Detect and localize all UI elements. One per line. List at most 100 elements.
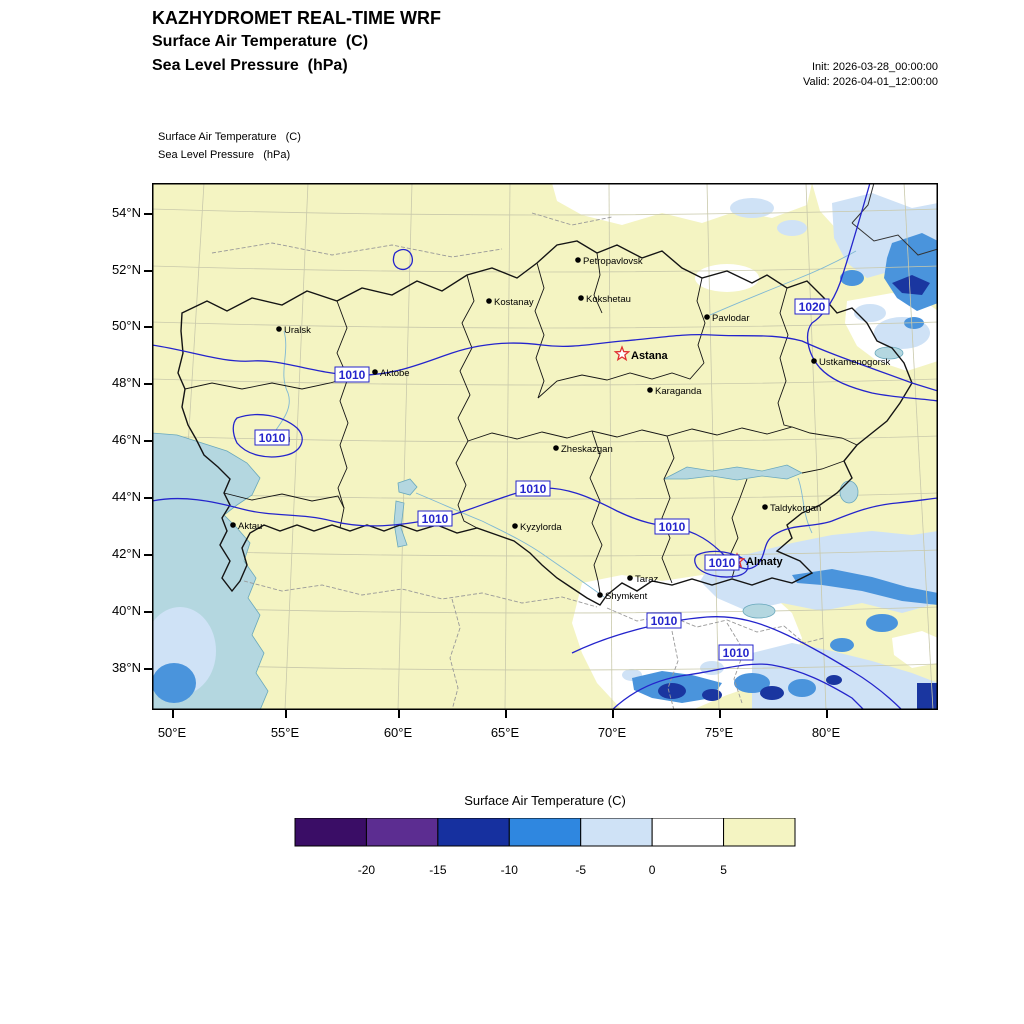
lat-label: 40°N bbox=[111, 603, 141, 618]
colorbar-tick: 0 bbox=[649, 863, 656, 877]
colorbar-tick: -15 bbox=[429, 863, 447, 877]
lon-label: 75°E bbox=[704, 725, 734, 740]
lat-axis-tick bbox=[144, 611, 152, 613]
lat-label: 38°N bbox=[111, 660, 141, 675]
colorbar-cell bbox=[580, 818, 653, 847]
city-label: Kokshetau bbox=[586, 294, 631, 305]
lat-label: 46°N bbox=[111, 432, 141, 447]
lon-label: 60°E bbox=[383, 725, 413, 740]
lon-axis-tick bbox=[826, 710, 828, 718]
lake-issykkul bbox=[742, 603, 776, 619]
colorbar-tick: 5 bbox=[720, 863, 727, 877]
lon-label: 65°E bbox=[490, 725, 520, 740]
sea-temp-shade bbox=[152, 607, 216, 703]
city-label: Taraz bbox=[635, 574, 658, 585]
city-dot bbox=[762, 504, 768, 510]
city-dot bbox=[575, 257, 581, 263]
lon-axis-tick bbox=[505, 710, 507, 718]
city-dot bbox=[553, 445, 559, 451]
city-dot bbox=[627, 575, 633, 581]
city-dot bbox=[486, 298, 492, 304]
lat-axis-tick bbox=[144, 440, 152, 442]
lon-axis-tick bbox=[172, 710, 174, 718]
lat-axis-tick bbox=[144, 554, 152, 556]
valid-time: Valid: 2026-04-01_12:00:00 bbox=[803, 76, 938, 88]
colorbar-cell bbox=[723, 818, 796, 847]
city-label: Ustkamenogorsk bbox=[819, 357, 891, 368]
map-frame bbox=[152, 183, 938, 710]
pressure-contour-labels: 1010 1010 1010 1010 1010 1010 1010 1010 … bbox=[254, 298, 830, 661]
city-label: Aktau bbox=[238, 521, 262, 532]
neighbor-borders bbox=[211, 212, 825, 710]
colorbar-cell bbox=[294, 818, 367, 847]
lat-label: 54°N bbox=[111, 205, 141, 220]
init-time: Init: 2026-03-28_00:00:00 bbox=[812, 61, 938, 73]
lon-label: 70°E bbox=[597, 725, 627, 740]
weather-map: Petropavlovsk Kostanay Kokshetau Pavloda… bbox=[152, 183, 938, 710]
capital-label: Astana bbox=[631, 350, 669, 362]
colorbar-cell bbox=[437, 818, 510, 847]
capital-label: Almaty bbox=[746, 556, 784, 568]
lake-alakol bbox=[839, 480, 859, 504]
pressure-label: 1020 bbox=[799, 300, 826, 314]
lat-label: 42°N bbox=[111, 546, 141, 561]
colorbar-tick: -5 bbox=[575, 863, 586, 877]
pressure-label: 1010 bbox=[723, 646, 750, 660]
lon-axis-tick bbox=[285, 710, 287, 718]
colorbar-tick: -20 bbox=[358, 863, 376, 877]
land-fill bbox=[152, 183, 938, 710]
pressure-contours bbox=[152, 183, 938, 710]
lat-axis-tick bbox=[144, 270, 152, 272]
lat-axis-tick bbox=[144, 497, 152, 499]
city-dot bbox=[597, 592, 603, 598]
lat-axis-tick bbox=[144, 213, 152, 215]
syrdarya-river bbox=[415, 492, 605, 598]
pressure-label: 1010 bbox=[659, 520, 686, 534]
city-dot bbox=[230, 522, 236, 528]
city-label: Aktobe bbox=[380, 368, 410, 379]
map-caption-temperature: Surface Air Temperature (C) bbox=[155, 131, 301, 143]
pressure-label: 1010 bbox=[709, 556, 736, 570]
city-dot bbox=[578, 295, 584, 301]
colorbar-tick: -10 bbox=[501, 863, 519, 877]
lat-label: 48°N bbox=[111, 375, 141, 390]
colorbar-cell bbox=[508, 818, 582, 847]
pressure-label: 1010 bbox=[339, 368, 366, 382]
ili-river bbox=[797, 477, 813, 534]
lon-axis-tick bbox=[612, 710, 614, 718]
lat-label: 52°N bbox=[111, 262, 141, 277]
lon-label: 55°E bbox=[270, 725, 300, 740]
page-subtitle-pressure: Sea Level Pressure (hPa) bbox=[152, 57, 348, 74]
map-caption-pressure: Sea Level Pressure (hPa) bbox=[155, 149, 291, 161]
city-label: Pavlodar bbox=[712, 313, 750, 324]
colorbar: -20 -15 -10 -5 0 5 bbox=[294, 818, 796, 877]
lat-label: 44°N bbox=[111, 489, 141, 504]
colorbar-cell bbox=[365, 818, 439, 847]
lat-axis-tick bbox=[144, 383, 152, 385]
city-label: Zheskazgan bbox=[561, 444, 613, 455]
lat-axis-tick bbox=[144, 326, 152, 328]
star-marker-icon bbox=[613, 345, 631, 362]
city-label: Kyzylorda bbox=[520, 522, 562, 533]
lon-label: 50°E bbox=[157, 725, 187, 740]
colorbar-title: Surface Air Temperature (C) bbox=[464, 793, 626, 808]
rivers bbox=[269, 250, 857, 598]
irtysh-river bbox=[709, 250, 857, 316]
kazakhstan-border bbox=[177, 240, 913, 606]
city-dot bbox=[811, 358, 817, 364]
pressure-label: 1010 bbox=[259, 431, 286, 445]
page-title: KAZHYDROMET REAL-TIME WRF bbox=[152, 8, 441, 28]
ural-river bbox=[269, 330, 290, 440]
oblast-borders bbox=[184, 252, 858, 594]
city-dot bbox=[512, 523, 518, 529]
temp-shade-dark bbox=[658, 275, 938, 710]
city-label: Taldykorgan bbox=[770, 503, 821, 514]
aral-north bbox=[397, 478, 418, 496]
city-label: Karaganda bbox=[655, 386, 702, 397]
city-label: Shymkent bbox=[605, 591, 648, 602]
city-label: Uralsk bbox=[284, 325, 311, 336]
city-dot bbox=[372, 369, 378, 375]
city-label: Petropavlovsk bbox=[583, 256, 643, 267]
russia-border-lines bbox=[851, 183, 938, 256]
